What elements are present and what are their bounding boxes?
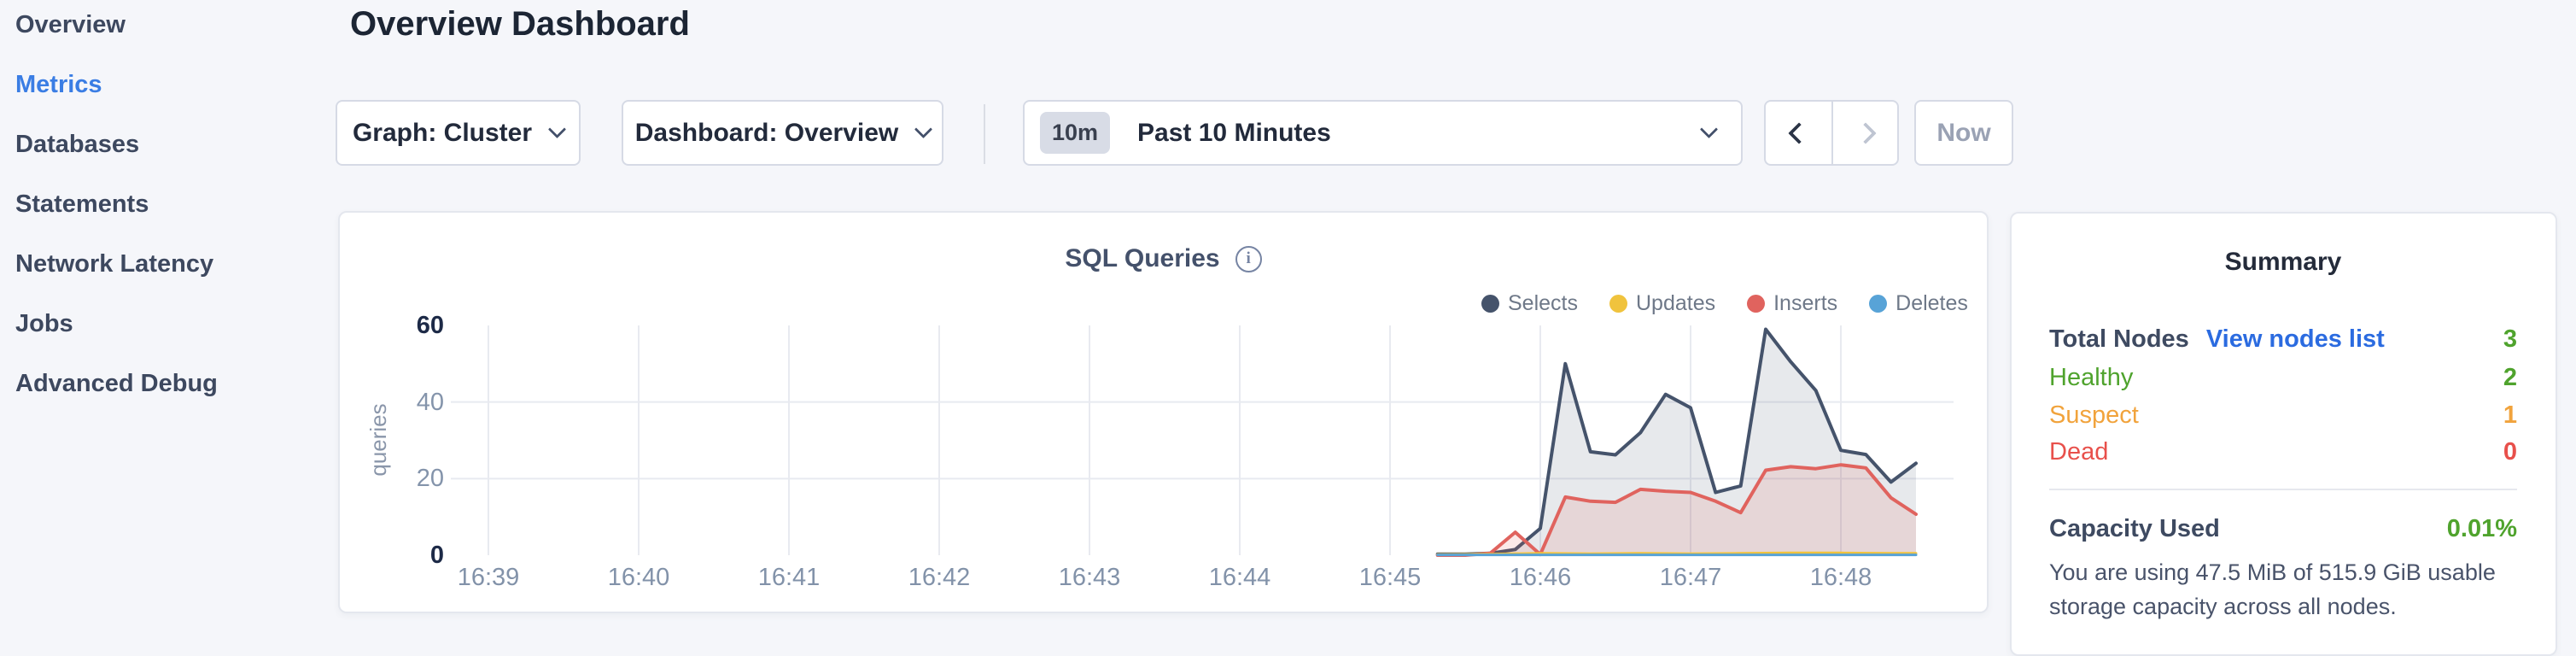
legend-dot-icon [1481, 295, 1499, 313]
summary-row-dead: Dead 0 [2049, 434, 2517, 470]
summary-row-value: 2 [2503, 363, 2517, 391]
summary-row-label: Total Nodes [2049, 325, 2189, 353]
sidebar: Overview Metrics Databases Statements Networ… [0, 0, 333, 413]
time-range-selector[interactable]: 10m Past 10 Minutes [1023, 100, 1743, 166]
capacity-label: Capacity Used [2049, 514, 2220, 542]
legend-item-inserts: Inserts [1747, 291, 1837, 316]
view-nodes-list-link[interactable]: View nodes list [2205, 325, 2385, 353]
time-prev-button[interactable] [1766, 102, 1831, 164]
chevron-down-icon [1699, 120, 1719, 139]
capacity-row: Capacity Used 0.01% [2049, 514, 2517, 543]
sidebar-item-databases[interactable]: Databases [15, 130, 140, 158]
time-pager [1764, 100, 1899, 166]
chart-title: SQL Queries [1065, 244, 1220, 272]
legend-dot-icon [1609, 295, 1627, 313]
legend-item-updates: Updates [1609, 291, 1715, 316]
graph-dropdown-label: Graph: [352, 118, 437, 147]
toolbar-divider [984, 104, 985, 164]
chevron-down-icon [547, 120, 567, 139]
x-tick-label: 16:40 [607, 564, 670, 591]
dashboard-dropdown[interactable]: Dashboard: Overview [622, 100, 943, 166]
page-title: Overview Dashboard [350, 5, 690, 43]
time-range-value: Past 10 Minutes [1137, 118, 1331, 147]
chevron-down-icon [914, 120, 933, 139]
legend-item-deletes: Deletes [1869, 291, 1968, 316]
summary-row-label: Healthy [2049, 363, 2134, 391]
summary-row-healthy: Healthy 2 [2049, 359, 2517, 396]
y-axis-label: queries [365, 403, 391, 477]
legend-item-selects: Selects [1481, 291, 1578, 316]
info-icon[interactable]: i [1235, 245, 1262, 272]
x-tick-label: 16:43 [1058, 564, 1121, 591]
capacity-value: 0.01% [2446, 514, 2517, 542]
sidebar-item-advanced-debug[interactable]: Advanced Debug [15, 369, 218, 397]
summary-panel [2010, 212, 2557, 656]
capacity-description: You are using 47.5 MiB of 515.9 GiB usab… [2049, 559, 2496, 619]
sidebar-item-metrics[interactable]: Metrics [15, 70, 102, 98]
series-line-selects [1435, 327, 1918, 556]
y-tick-label: 40 [416, 388, 444, 416]
y-tick-label: 0 [429, 542, 444, 569]
summary-row-label: Suspect [2049, 401, 2139, 429]
chevron-right-icon [1854, 121, 1877, 144]
summary-row-total-nodes: Total Nodes View nodes list 3 [2049, 319, 2517, 359]
x-tick-label: 16:44 [1208, 564, 1271, 591]
chart-legend: Selects Updates Inserts Deletes [1481, 291, 2000, 316]
x-tick-label: 16:39 [457, 564, 520, 591]
summary-row-value: 0 [2503, 437, 2517, 466]
series-area-inserts [1437, 465, 1916, 555]
x-tick-label: 16:45 [1358, 564, 1422, 591]
sidebar-item-jobs[interactable]: Jobs [15, 309, 73, 337]
legend-label: Inserts [1773, 291, 1838, 315]
summary-row-value: 1 [2503, 401, 2517, 429]
dashboard-dropdown-label: Dashboard: [634, 118, 778, 147]
dashboard-dropdown-value: Overview [784, 118, 899, 147]
legend-label: Deletes [1895, 291, 1968, 315]
x-tick-label: 16:42 [908, 564, 971, 591]
y-tick-label: 20 [416, 465, 444, 493]
time-range-badge: 10m [1040, 112, 1111, 154]
legend-dot-icon [1869, 295, 1888, 313]
time-next-button[interactable] [1831, 102, 1897, 164]
legend-dot-icon [1747, 295, 1766, 313]
x-tick-label: 16:47 [1659, 564, 1722, 591]
sidebar-item-overview[interactable]: Overview [15, 10, 126, 38]
x-tick-label: 16:48 [1809, 564, 1872, 591]
summary-row-label: Dead [2049, 437, 2109, 466]
series-line-inserts [1435, 463, 1918, 557]
x-tick-label: 16:46 [1509, 564, 1572, 591]
now-button[interactable]: Now [1914, 100, 2013, 166]
x-tick-label: 16:41 [757, 564, 821, 591]
graph-dropdown-value: Cluster [443, 118, 533, 147]
legend-label: Updates [1635, 291, 1716, 315]
sql-queries-chart-panel [338, 211, 1989, 613]
summary-body: Summary Total Nodes View nodes list 3 Healt… [2049, 248, 2517, 624]
summary-row-value: 3 [2503, 325, 2517, 353]
summary-row-suspect: Suspect 1 [2049, 396, 2517, 434]
summary-divider [2049, 489, 2517, 490]
summary-title: Summary [2224, 248, 2342, 276]
chart-title-row: SQL Queries i [338, 244, 1989, 273]
chevron-left-icon [1787, 121, 1810, 144]
legend-label: Selects [1508, 291, 1578, 315]
sidebar-item-statements[interactable]: Statements [15, 190, 149, 218]
summary-rows: Total Nodes View nodes list 3 Healthy 2 Suspe… [2049, 319, 2517, 470]
series-area-selects [1437, 329, 1916, 555]
graph-dropdown[interactable]: Graph: Cluster [336, 100, 581, 166]
y-tick-label: 60 [416, 312, 444, 339]
sql-queries-plot[interactable] [451, 316, 1954, 564]
sidebar-item-network-latency[interactable]: Network Latency [15, 249, 214, 278]
